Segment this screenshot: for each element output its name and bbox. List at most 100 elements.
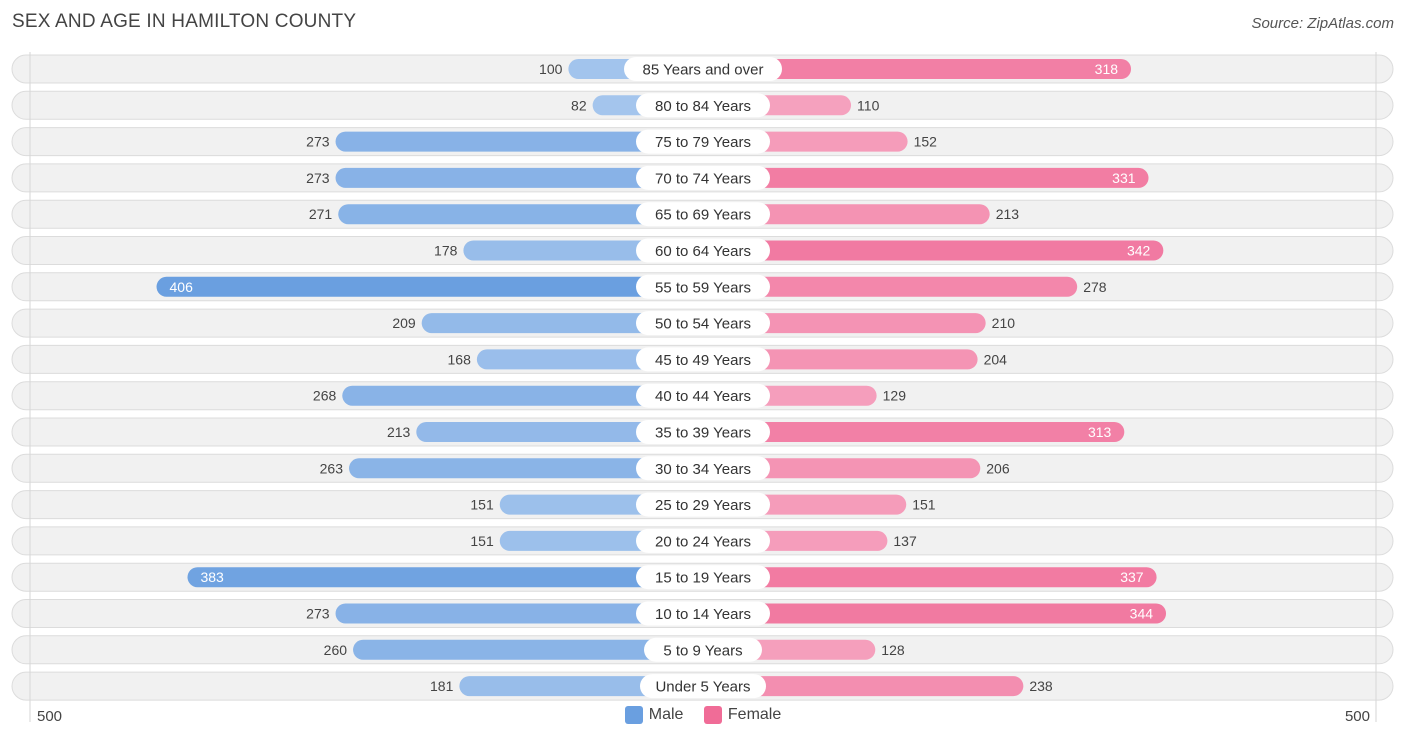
value-label-male: 209 — [392, 315, 416, 331]
row-13: 151 137 20 to 24 Years — [11, 526, 1394, 556]
category-label: 75 to 79 Years — [655, 134, 751, 151]
row-9: 268 129 40 to 44 Years — [11, 381, 1394, 411]
bar-male — [416, 422, 703, 442]
value-label-female: 278 — [1083, 279, 1107, 295]
bar-male — [421, 313, 703, 334]
value-label-male: 383 — [200, 569, 224, 585]
category-pill — [644, 637, 762, 662]
bar-male — [338, 204, 703, 225]
row-8: 168 204 45 to 49 Years — [11, 344, 1394, 374]
row-7: 209 210 50 to 54 Years — [11, 308, 1394, 338]
category-pill — [640, 674, 766, 699]
value-label-female: 318 — [1095, 61, 1119, 77]
axis-left-label: 500 — [37, 708, 63, 725]
value-label-female: 238 — [1029, 678, 1053, 694]
row-10: 213 313 35 to 39 Years — [11, 417, 1394, 447]
source-label: Source: ZipAtlas.com — [1251, 15, 1394, 32]
bar-male — [335, 131, 703, 152]
bar-female — [703, 676, 1024, 697]
category-pill — [636, 274, 770, 299]
category-pill — [636, 93, 770, 118]
value-label-male: 151 — [470, 533, 494, 549]
value-label-male: 268 — [313, 388, 337, 404]
value-label-male: 263 — [320, 460, 344, 476]
category-label: 45 to 49 Years — [655, 352, 751, 369]
chart-title: SEX AND AGE IN HAMILTON COUNTY — [12, 11, 357, 32]
value-label-male: 273 — [306, 134, 330, 150]
bar-female — [703, 240, 1164, 261]
value-label-female: 129 — [883, 388, 907, 404]
value-label-female: 344 — [1130, 606, 1154, 622]
bar-female — [703, 204, 990, 225]
bar-male — [156, 276, 704, 297]
category-label: 40 to 44 Years — [655, 388, 751, 405]
category-pill — [636, 565, 770, 590]
bar-male — [335, 167, 703, 188]
category-pill — [636, 456, 770, 481]
value-label-female: 210 — [992, 315, 1016, 331]
category-label: 20 to 24 Years — [655, 533, 751, 550]
value-label-female: 331 — [1112, 170, 1136, 186]
legend-item-male[interactable]: Male — [624, 706, 684, 724]
category-pill — [636, 165, 770, 190]
category-pill — [636, 420, 770, 444]
value-label-female: 204 — [984, 351, 1008, 367]
category-label: 30 to 34 Years — [655, 461, 751, 478]
category-label: 25 to 29 Years — [655, 497, 751, 514]
bar-female — [703, 313, 986, 334]
row-0: 100 318 85 Years and over — [11, 54, 1394, 84]
category-pill — [636, 601, 770, 626]
bar-male — [353, 639, 703, 660]
legend-item-female[interactable]: Female — [703, 706, 782, 724]
axis-right-label: 500 — [1344, 708, 1370, 725]
category-pill — [636, 492, 770, 517]
row-17: 181 238 Under 5 Years — [11, 671, 1394, 701]
row-12: 151 151 25 to 29 Years — [11, 490, 1394, 520]
category-label: Under 5 Years — [655, 679, 750, 696]
value-label-male: 181 — [430, 678, 454, 694]
bar-male — [349, 458, 703, 479]
category-pill — [636, 202, 770, 227]
value-label-female: 342 — [1127, 243, 1151, 259]
category-pill — [636, 347, 770, 372]
bar-male — [335, 603, 703, 624]
bar-female — [703, 59, 1132, 79]
category-label: 15 to 19 Years — [655, 570, 751, 587]
value-label-male: 100 — [539, 61, 563, 77]
category-pill — [636, 311, 770, 336]
row-3: 273 331 70 to 74 Years — [11, 163, 1394, 193]
row-2: 273 152 75 to 79 Years — [11, 127, 1394, 157]
row-11: 263 206 30 to 34 Years — [11, 453, 1394, 483]
value-label-female: 206 — [986, 460, 1010, 476]
value-label-female: 313 — [1088, 424, 1112, 440]
value-label-male: 168 — [448, 351, 472, 367]
value-label-male: 260 — [324, 642, 348, 658]
value-label-female: 337 — [1120, 569, 1144, 585]
category-pill — [636, 383, 770, 408]
row-1: 82 110 80 to 84 Years — [11, 90, 1394, 120]
value-label-female: 152 — [914, 134, 938, 150]
category-pill — [636, 238, 770, 263]
value-label-male: 271 — [309, 206, 333, 222]
bar-female — [703, 567, 1157, 588]
value-label-female: 137 — [893, 533, 917, 549]
legend-label-female: Female — [727, 706, 782, 723]
value-label-female: 151 — [912, 497, 936, 513]
value-label-male: 82 — [571, 97, 587, 113]
bar-female — [703, 167, 1149, 188]
value-label-male: 406 — [170, 279, 194, 295]
bar-female — [703, 276, 1078, 297]
value-label-male: 273 — [306, 606, 330, 622]
bar-female — [703, 349, 978, 370]
category-pill — [636, 129, 770, 154]
value-label-female: 110 — [857, 97, 880, 113]
row-6: 406 278 55 to 59 Years — [11, 272, 1394, 302]
category-label: 80 to 84 Years — [655, 98, 751, 115]
legend-label-male: Male — [648, 706, 684, 723]
category-label: 55 to 59 Years — [655, 279, 751, 296]
bar-female — [703, 603, 1167, 624]
category-label: 85 Years and over — [643, 62, 764, 79]
row-15: 273 344 10 to 14 Years — [11, 599, 1394, 628]
row-14: 383 337 15 to 19 Years — [11, 562, 1394, 592]
